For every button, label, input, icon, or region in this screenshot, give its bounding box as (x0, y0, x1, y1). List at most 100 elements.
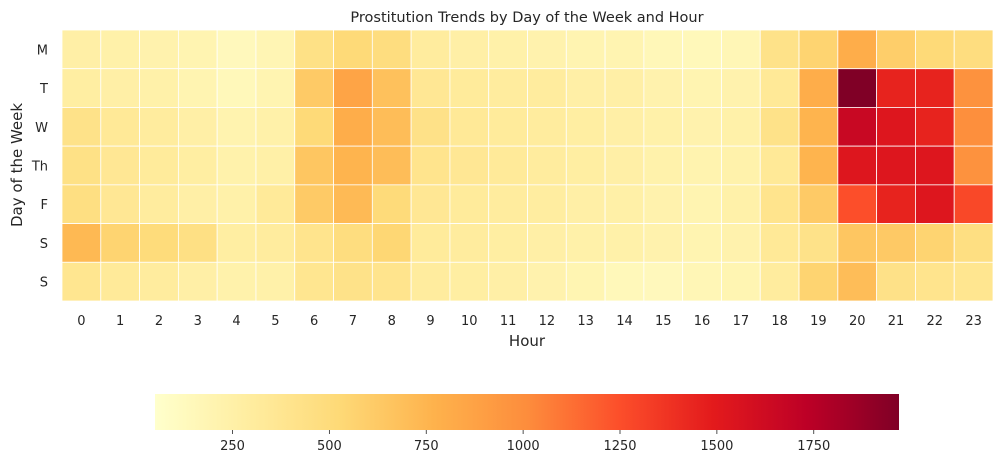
heatmap-cell (604, 184, 645, 224)
heatmap-cell (604, 29, 645, 70)
heatmap-cell (371, 29, 412, 70)
heatmap-cell (604, 68, 645, 108)
heatmap-cell (915, 145, 955, 186)
y-axis-label: Day of the Week (8, 103, 26, 227)
heatmap-cell (682, 107, 722, 147)
heatmap-cell (798, 145, 839, 186)
heatmap-cell (100, 223, 140, 263)
heatmap-cell (371, 261, 412, 302)
heatmap-cell (682, 261, 722, 302)
x-tick-label: 13 (577, 314, 594, 329)
heatmap-cell (565, 223, 606, 263)
heatmap-cell (876, 223, 916, 263)
heatmap-cell (371, 184, 412, 224)
heatmap-cell (527, 68, 567, 108)
heatmap-cell (721, 29, 761, 70)
heatmap-cell (294, 223, 334, 263)
heatmap-cell (294, 68, 334, 108)
x-tick-label: 23 (965, 314, 982, 329)
heatmap-cell (643, 107, 684, 147)
heatmap-cell (759, 223, 800, 263)
x-tick-label: 6 (310, 314, 318, 329)
heatmap-cell (410, 107, 451, 147)
heatmap-cell (953, 223, 994, 263)
heatmap-cell (721, 145, 761, 186)
heatmap-cell (915, 223, 955, 263)
x-tick-labels: 0 1 2 3 4 5 6 7 8 9 10 11 12 13 14 15 16 17 18 19 20 21 22 23 (77, 314, 982, 329)
colorbar-tick-label: 1000 (507, 439, 540, 454)
heatmap-cell (177, 107, 218, 147)
heatmap-cell (61, 184, 102, 224)
y-tick-label: Th (31, 160, 48, 175)
heatmap-cell (682, 145, 722, 186)
heatmap-cell (604, 107, 645, 147)
colorbar-tick-label: 750 (414, 439, 439, 454)
y-tick-label: F (41, 198, 48, 213)
heatmap-cell (100, 68, 140, 108)
x-tick-label: 0 (77, 314, 85, 329)
heatmap-cell (837, 184, 878, 224)
heatmap-cell (953, 261, 994, 302)
heatmap-cell (216, 223, 257, 263)
heatmap-cell (488, 107, 528, 147)
x-tick-label: 12 (539, 314, 556, 329)
heatmap-cell (294, 29, 334, 70)
x-tick-label: 14 (616, 314, 633, 329)
heatmap-cell (333, 68, 373, 108)
heatmap-cell (488, 261, 528, 302)
x-axis-label: Hour (509, 332, 546, 350)
heatmap-cell (643, 68, 684, 108)
heatmap-cell (565, 261, 606, 302)
heatmap-cell (100, 107, 140, 147)
heatmap-cell (139, 29, 179, 70)
colorbar-ticks: 250 500 750 1000 1250 1500 1750 (220, 430, 830, 454)
y-tick-label: T (39, 82, 48, 97)
x-tick-label: 7 (349, 314, 357, 329)
heatmap-cell (216, 145, 257, 186)
heatmap-cell (216, 261, 257, 302)
y-tick-label: S (40, 276, 48, 291)
heatmap-cell (643, 29, 684, 70)
heatmap-cell (371, 68, 412, 108)
heatmap-cell (604, 223, 645, 263)
x-tick-label: 20 (849, 314, 866, 329)
heatmap-cell (953, 107, 994, 147)
heatmap-cell (643, 223, 684, 263)
y-tick-label: W (35, 121, 48, 136)
colorbar-tick-label: 1250 (603, 439, 636, 454)
x-tick-label: 10 (461, 314, 478, 329)
heatmap-cell (837, 29, 878, 70)
heatmap-cell (798, 261, 839, 302)
heatmap-cell (798, 68, 839, 108)
x-tick-label: 16 (694, 314, 711, 329)
heatmap-cells (61, 29, 994, 302)
heatmap-cell (255, 184, 296, 224)
heatmap-cell (915, 107, 955, 147)
heatmap-cell (643, 145, 684, 186)
heatmap-cell (177, 223, 218, 263)
heatmap-cell (953, 68, 994, 108)
heatmap-cell (643, 184, 684, 224)
heatmap-cell (643, 261, 684, 302)
heatmap-cell (294, 261, 334, 302)
heatmap-cell (449, 261, 490, 302)
heatmap-cell (333, 261, 373, 302)
heatmap-cell (837, 68, 878, 108)
heatmap-cell (837, 145, 878, 186)
x-tick-label: 17 (733, 314, 750, 329)
heatmap-cell (449, 107, 490, 147)
heatmap-cell (100, 29, 140, 70)
heatmap-cell (759, 184, 800, 224)
y-tick-label: S (40, 237, 48, 252)
heatmap-cell (371, 223, 412, 263)
heatmap-cell (565, 107, 606, 147)
heatmap-cell (294, 107, 334, 147)
colorbar-tick-label: 500 (317, 439, 342, 454)
heatmap-cell (876, 261, 916, 302)
heatmap-cell (876, 107, 916, 147)
heatmap-cell (721, 68, 761, 108)
heatmap-cell (798, 29, 839, 70)
heatmap-cell (837, 107, 878, 147)
heatmap-cell (216, 29, 257, 70)
heatmap-cell (333, 107, 373, 147)
